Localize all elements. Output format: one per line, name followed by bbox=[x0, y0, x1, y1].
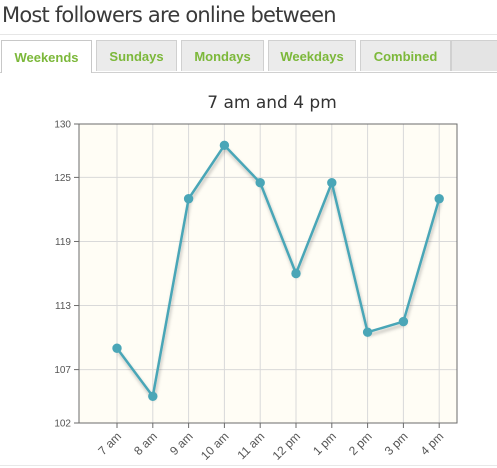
data-point bbox=[362, 327, 373, 337]
data-point bbox=[398, 316, 409, 327]
x-tick-label: 9 am bbox=[167, 429, 196, 458]
y-tick-label: 125 bbox=[54, 173, 71, 184]
chart-title: 7 am and 4 pm bbox=[207, 93, 337, 113]
series-line bbox=[115, 144, 441, 398]
x-tick-label: 8 am bbox=[131, 429, 160, 458]
data-point bbox=[183, 194, 194, 204]
y-axis-ticks: 102 107 113 119 125 130 bbox=[54, 120, 79, 430]
x-tick-label: 11 am bbox=[234, 429, 267, 462]
x-tick-label: 3 pm bbox=[382, 429, 411, 458]
data-point bbox=[219, 140, 230, 151]
x-tick-label: 10 am bbox=[198, 429, 231, 462]
y-tick-label: 119 bbox=[55, 237, 71, 248]
tab-weekends[interactable]: Weekends bbox=[1, 40, 92, 73]
x-tick-label: 1 pm bbox=[310, 429, 339, 458]
tab-combined[interactable]: Combined bbox=[360, 40, 451, 71]
x-tick-label: 7 am bbox=[95, 429, 124, 458]
data-point bbox=[112, 343, 122, 353]
page-title: Most followers are online between bbox=[2, 3, 337, 27]
tab-sundays[interactable]: Sundays bbox=[96, 40, 177, 71]
data-point bbox=[291, 268, 301, 279]
plot-border bbox=[78, 123, 458, 424]
tab-bar-filler bbox=[451, 40, 497, 71]
data-point bbox=[434, 194, 444, 204]
y-tick-label: 107 bbox=[54, 365, 71, 376]
series bbox=[112, 140, 444, 402]
y-tick-label: 130 bbox=[54, 120, 71, 131]
tab-bar: Weekends Sundays Mondays Weekdays Combin… bbox=[0, 40, 497, 73]
x-axis-ticks: 7 am 8 am 9 am 10 am 11 am 12 pm 1 pm 2 pm 3 pm 4… bbox=[95, 423, 446, 463]
data-point bbox=[327, 178, 337, 188]
y-tick-label: 102 bbox=[54, 419, 71, 430]
tab-mondays[interactable]: Mondays bbox=[181, 40, 264, 71]
x-tick-label: 2 pm bbox=[346, 429, 375, 458]
data-point bbox=[255, 178, 265, 188]
y-tick-label: 113 bbox=[55, 301, 71, 312]
bottom-divider bbox=[0, 465, 497, 466]
axes bbox=[78, 123, 458, 424]
x-tick-label: 4 pm bbox=[418, 429, 447, 458]
tab-weekdays[interactable]: Weekdays bbox=[268, 40, 356, 71]
grid-lines bbox=[79, 124, 457, 423]
data-point bbox=[148, 391, 158, 402]
plot-area bbox=[79, 124, 457, 423]
x-tick-label: 12 pm bbox=[270, 429, 303, 462]
page-header: Most followers are online between bbox=[0, 0, 497, 35]
